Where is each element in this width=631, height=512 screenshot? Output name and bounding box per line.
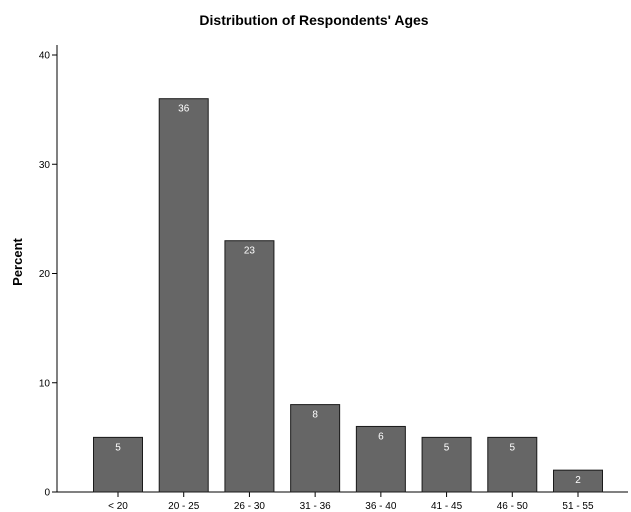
- bar-5: [355, 425, 406, 493]
- bar-data-label: 23: [244, 246, 256, 257]
- y-tick-label: 40: [39, 51, 51, 62]
- bar-7: [487, 436, 538, 493]
- x-tick-label: 36 - 40: [365, 501, 397, 512]
- bars: [93, 98, 603, 493]
- bar-6: [421, 436, 472, 493]
- y-tick-label: 20: [39, 269, 51, 280]
- x-tick-label: 20 - 25: [168, 501, 200, 512]
- x-tick-label: < 20: [108, 501, 128, 512]
- bar-data-label: 5: [510, 442, 516, 453]
- x-axis: < 20 20 - 25 26 - 30 31 - 36 36 - 40 41 - 45 4…: [57, 491, 628, 512]
- bar-data-label: 6: [378, 431, 384, 442]
- bar-data-label: 36: [178, 104, 190, 115]
- bar-8: [553, 469, 603, 493]
- y-axis-label: Percent: [10, 237, 25, 285]
- x-tick-label: 26 - 30: [234, 501, 266, 512]
- bar-data-label: 5: [444, 442, 450, 453]
- bar-data-label: 8: [312, 410, 318, 421]
- bar-4: [290, 404, 341, 493]
- y-tick-label: 10: [39, 378, 51, 389]
- bar-data-label: 5: [115, 442, 121, 453]
- x-tick-label: 41 - 45: [431, 501, 463, 512]
- data-labels: 5 36 23 8 6 5 5 2: [115, 104, 581, 486]
- chart-title: Distribution of Respondents' Ages: [199, 12, 428, 28]
- x-tick-label: 31 - 36: [300, 501, 332, 512]
- x-tick-label: 51 - 55: [562, 501, 594, 512]
- y-tick-label: 30: [39, 160, 51, 171]
- x-tick-label: 46 - 50: [497, 501, 529, 512]
- y-axis: 0 10 20 30 40: [39, 45, 58, 499]
- bar-2: [158, 98, 209, 493]
- bar-3: [224, 240, 275, 493]
- bar-1: [93, 436, 143, 493]
- bar-data-label: 2: [575, 475, 581, 486]
- y-tick-label: 0: [44, 488, 50, 499]
